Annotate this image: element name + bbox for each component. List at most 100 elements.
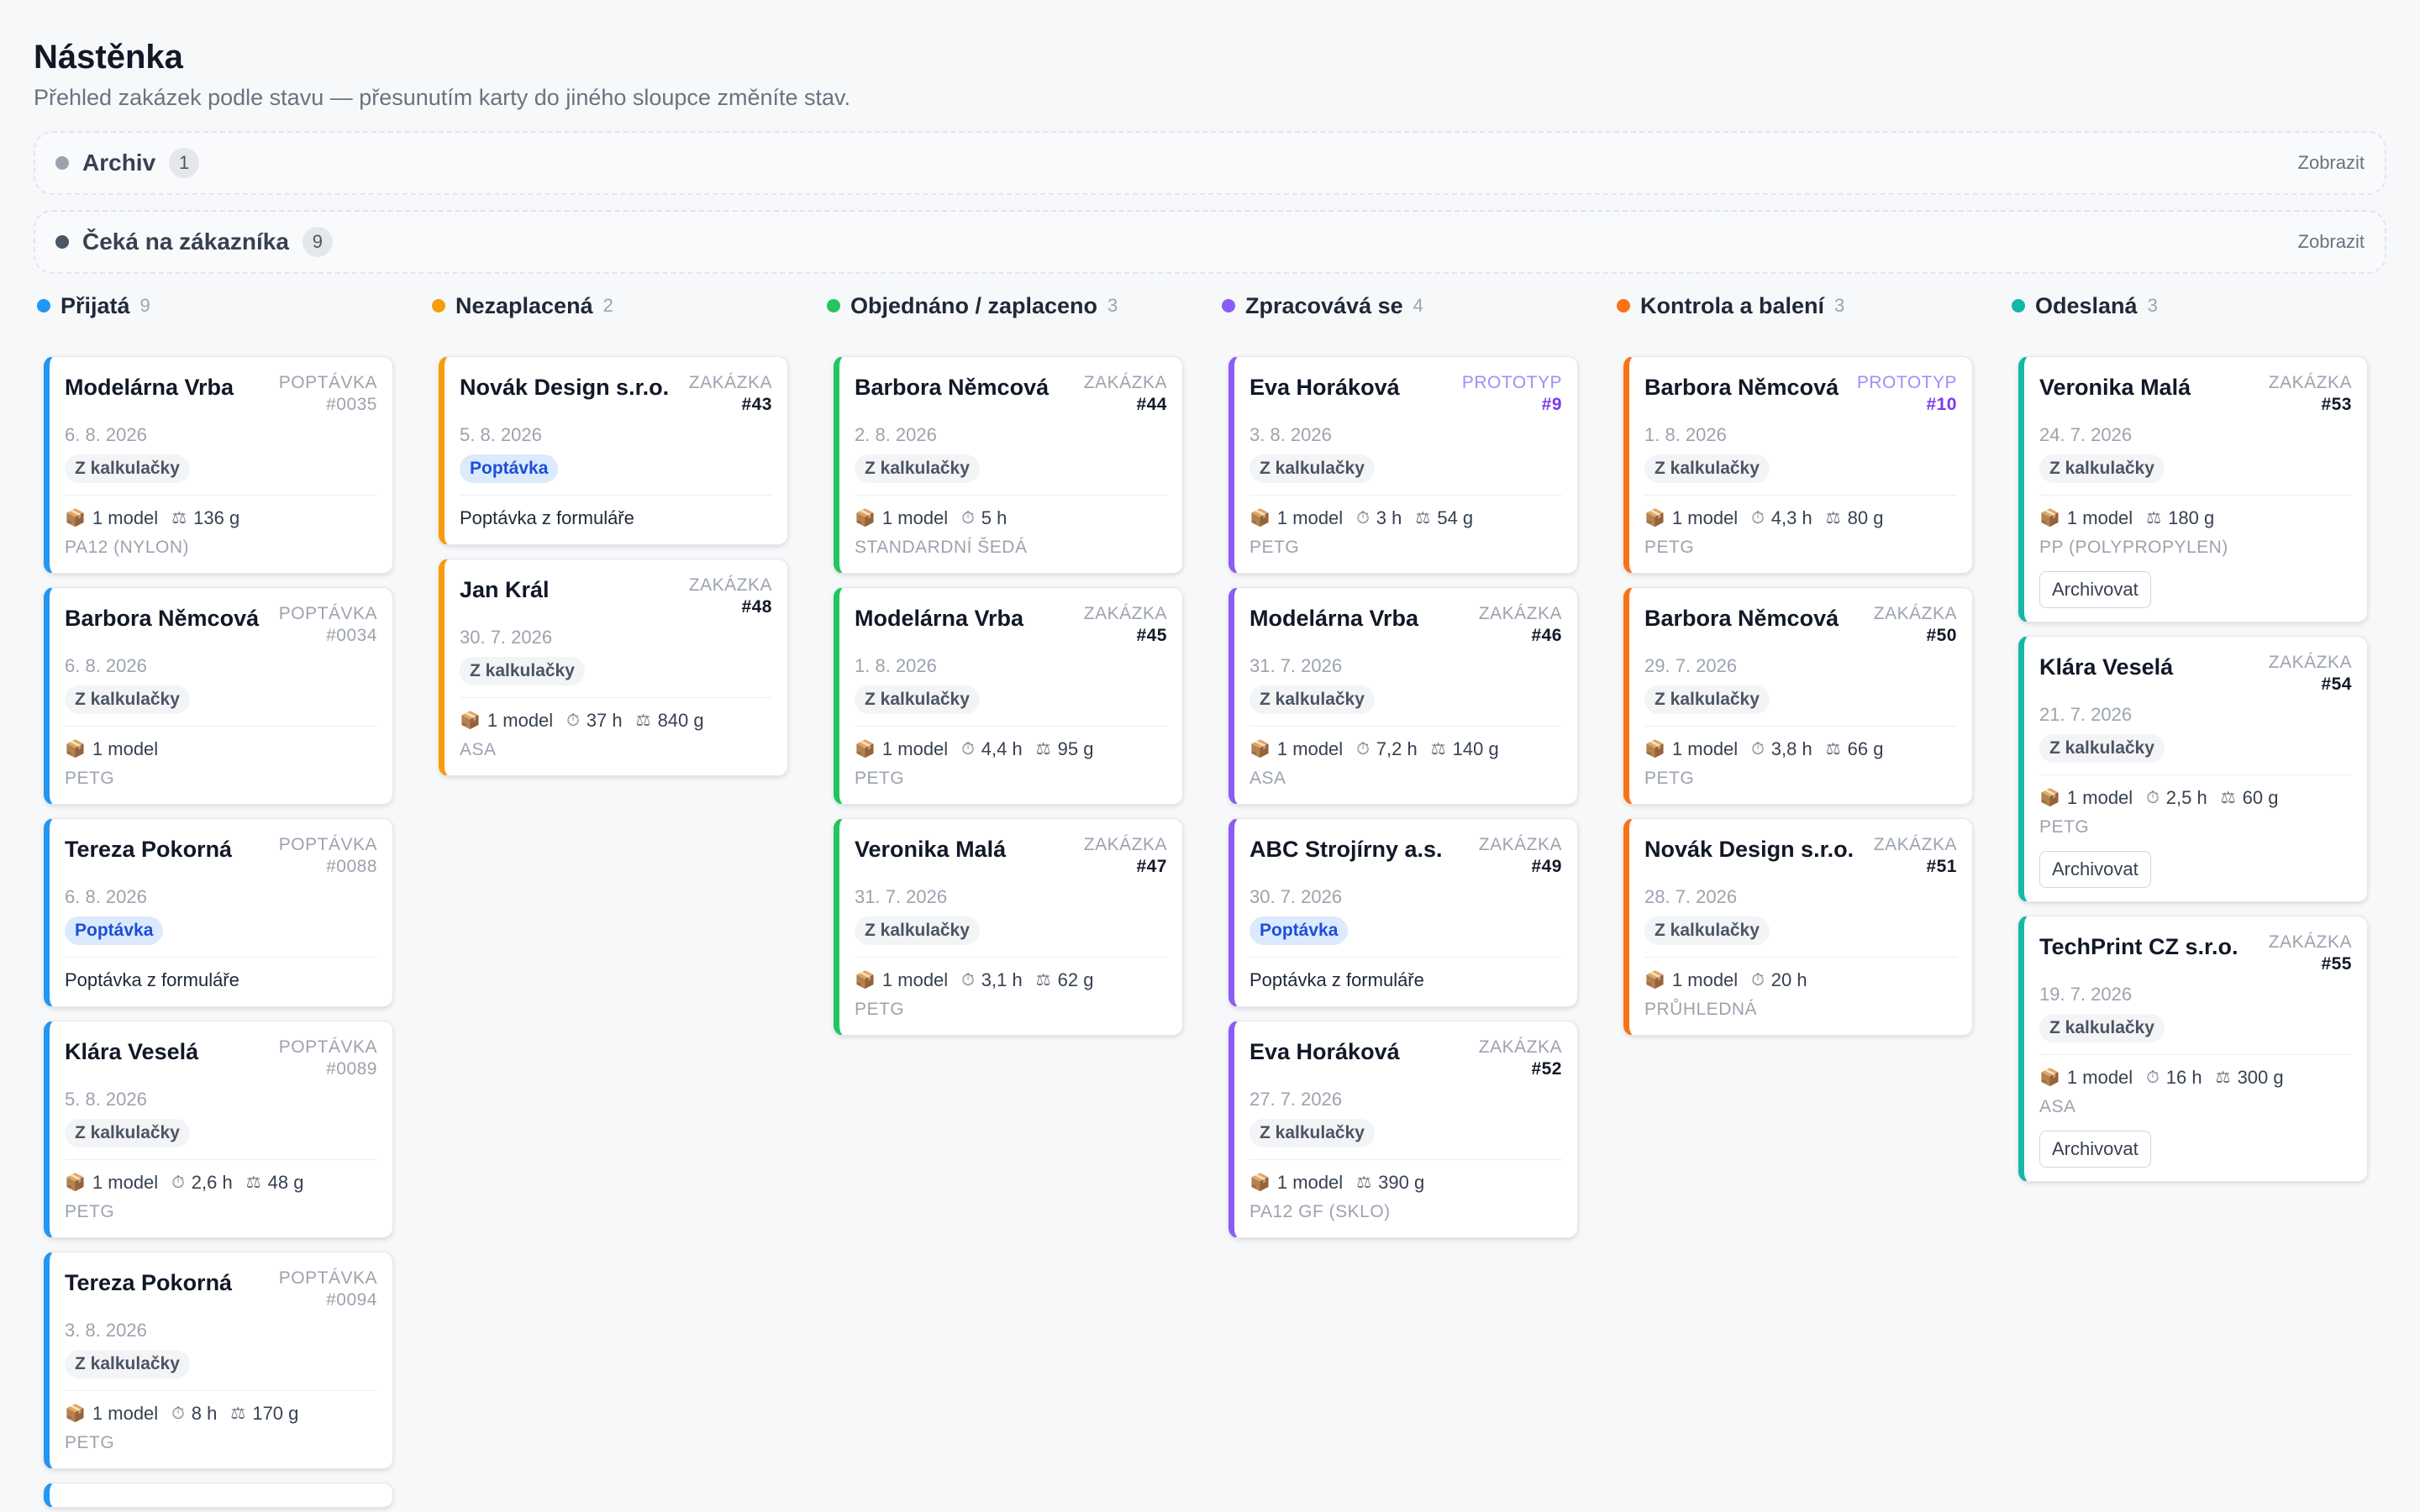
card-header: Barbora Němcová POPTÁVKA #0034 — [65, 603, 377, 647]
material-weight: ⚖ 140 g — [1431, 737, 1499, 762]
material-name: PETG — [65, 1433, 115, 1452]
source-badge: Z kalkulačky — [65, 1350, 190, 1378]
material-name: PETG — [1644, 538, 1695, 557]
order-card[interactable]: ABC Strojírny a.s. ZAKÁZKA #49 30. 7. 2026 P… — [1228, 818, 1578, 1007]
order-date: 5. 8. 2026 — [460, 424, 542, 445]
card-list: Veronika Malá ZAKÁZKA #53 24. 7. 2026 Z kalk… — [2008, 356, 2378, 1182]
order-card[interactable]: Barbora Němcová ZAKÁZKA #44 2. 8. 2026 Z kal… — [834, 356, 1183, 574]
scale-icon: ⚖ — [1035, 971, 1051, 990]
card-header: Barbora Němcová PROTOTYP #10 — [1644, 372, 1957, 416]
order-card[interactable]: TechPrint CZ s.r.o. ZAKÁZKA #55 19. 7. 2026… — [2018, 916, 2368, 1182]
order-card[interactable]: Modelárna Vrba ZAKÁZKA #45 1. 8. 2026 Z kalk… — [834, 587, 1183, 805]
order-kind: PROTOTYP #10 — [1857, 372, 1957, 416]
page-title: Nástěnka — [34, 39, 183, 76]
package-icon: 📦 — [2039, 789, 2060, 807]
order-date: 3. 8. 2026 — [1249, 424, 1332, 445]
order-card[interactable] — [44, 1483, 393, 1508]
model-count-value: 1 model — [2066, 1067, 2133, 1088]
material-weight: ⚖ 80 g — [1826, 506, 1884, 531]
order-card[interactable]: Veronika Malá ZAKÁZKA #47 31. 7. 2026 Z kalk… — [834, 818, 1183, 1036]
stopwatch-icon: ⏱ — [1751, 740, 1765, 759]
order-number: #46 — [1531, 626, 1562, 645]
source-badge: Z kalkulačky — [1644, 685, 1770, 714]
order-kind: ZAKÁZKA #53 — [2269, 372, 2352, 416]
stopwatch-icon: ⏱ — [566, 711, 580, 730]
order-metrics: 📦 1 model ⏱ 37 h ⚖ 840 g — [460, 708, 772, 733]
model-count: 📦 1 model — [2039, 1065, 2133, 1090]
print-time: ⏱ 20 h — [1751, 968, 1807, 993]
order-note: Poptávka z formuláře — [460, 507, 634, 528]
status-dot — [432, 299, 445, 312]
order-type-label: ZAKÁZKA — [1083, 835, 1167, 854]
customer-name: Novák Design s.r.o. — [1644, 837, 1854, 862]
status-dot — [1617, 299, 1630, 312]
model-count-value: 1 model — [92, 1172, 159, 1193]
order-card[interactable]: Barbora Němcová POPTÁVKA #0034 6. 8. 2026 Z … — [44, 587, 393, 805]
package-icon: 📦 — [65, 1173, 86, 1192]
order-number: #0035 — [326, 395, 377, 414]
column-title: Přijatá — [60, 292, 130, 318]
material-name: ASA — [2039, 1097, 2076, 1116]
card-header: Klára Veselá POPTÁVKA #0089 — [65, 1037, 377, 1080]
scale-icon: ⚖ — [1825, 740, 1841, 759]
order-number: #0034 — [326, 626, 377, 645]
order-card[interactable]: Modelárna Vrba ZAKÁZKA #46 31. 7. 2026 Z kal… — [1228, 587, 1578, 805]
order-type-label: POPTÁVKA — [278, 604, 377, 623]
order-number: #0094 — [326, 1290, 377, 1310]
collapsed-group[interactable]: Archiv 1 Zobrazit — [34, 131, 2386, 195]
archive-button[interactable]: Archivovat — [2039, 851, 2151, 888]
order-card[interactable]: Barbora Němcová PROTOTYP #10 1. 8. 2026 Z ka… — [1623, 356, 1973, 574]
order-card[interactable]: Veronika Malá ZAKÁZKA #53 24. 7. 2026 Z kalk… — [2018, 356, 2368, 622]
order-card[interactable]: Tereza Pokorná POPTÁVKA #0094 3. 8. 2026 Z k… — [44, 1252, 393, 1469]
show-group-button[interactable]: Zobrazit — [2297, 152, 2365, 173]
order-type-label: ZAKÁZKA — [1478, 1037, 1562, 1057]
order-date: 29. 7. 2026 — [1644, 655, 1738, 676]
package-icon: 📦 — [1249, 740, 1270, 759]
archive-button[interactable]: Archivovat — [2039, 1131, 2151, 1168]
order-metrics: 📦 1 model ⏱ 3 h ⚖ 54 g — [1249, 506, 1562, 531]
order-kind: POPTÁVKA #0034 — [279, 603, 377, 647]
source-badge: Z kalkulačky — [460, 657, 585, 685]
order-date: 6. 8. 2026 — [65, 886, 147, 907]
order-card[interactable]: Novák Design s.r.o. ZAKÁZKA #51 28. 7. 2026… — [1623, 818, 1973, 1036]
kanban-column: Objednáno / zaplaceno 3 Barbora Němcová ZAK… — [823, 289, 1193, 1512]
order-kind: ZAKÁZKA #52 — [1479, 1037, 1562, 1080]
order-number: #45 — [1136, 626, 1167, 645]
column-header: Kontrola a balení 3 — [1613, 289, 1983, 323]
order-kind: POPTÁVKA #0088 — [279, 834, 377, 878]
order-metrics: 📦 1 model ⏱ 16 h ⚖ 300 g — [2039, 1065, 2352, 1090]
order-card[interactable]: Jan Král ZAKÁZKA #48 30. 7. 2026 Z kalkulačk… — [439, 559, 788, 776]
order-card[interactable]: Klára Veselá ZAKÁZKA #54 21. 7. 2026 Z kalku… — [2018, 636, 2368, 902]
material-weight: ⚖ 180 g — [2146, 506, 2214, 531]
order-card[interactable]: Eva Horáková ZAKÁZKA #52 27. 7. 2026 Z kalku… — [1228, 1021, 1578, 1238]
collapsed-group[interactable]: Čeká na zákazníka 9 Zobrazit — [34, 210, 2386, 274]
divider — [65, 1159, 377, 1160]
model-count-value: 1 model — [92, 507, 159, 528]
order-card[interactable]: Tereza Pokorná POPTÁVKA #0088 6. 8. 2026 Pop… — [44, 818, 393, 1007]
material-weight: ⚖ 60 g — [2221, 785, 2279, 811]
customer-name: Barbora Němcová — [65, 606, 260, 631]
stopwatch-icon: ⏱ — [171, 1173, 185, 1192]
scale-icon: ⚖ — [1035, 740, 1051, 759]
order-card[interactable]: Novák Design s.r.o. ZAKÁZKA #43 5. 8. 2026 P… — [439, 356, 788, 545]
column-header: Přijatá 9 — [34, 289, 403, 323]
group-count-badge: 9 — [302, 227, 333, 257]
order-date: 30. 7. 2026 — [460, 627, 553, 648]
order-card[interactable]: Eva Horáková PROTOTYP #9 3. 8. 2026 Z kalkul… — [1228, 356, 1578, 574]
model-count: 📦 1 model — [1249, 1170, 1343, 1195]
archive-button[interactable]: Archivovat — [2039, 571, 2151, 608]
column-count: 4 — [1413, 295, 1423, 316]
order-metrics: 📦 1 model ⏱ 5 h — [855, 506, 1167, 531]
order-date: 6. 8. 2026 — [65, 655, 147, 676]
show-group-button[interactable]: Zobrazit — [2297, 231, 2365, 252]
order-card[interactable]: Barbora Němcová ZAKÁZKA #50 29. 7. 2026 Z ka… — [1623, 587, 1973, 805]
print-time: ⏱ 3 h — [1356, 506, 1402, 531]
print-time-value: 3 h — [1376, 507, 1402, 528]
status-dot — [827, 299, 840, 312]
scale-icon: ⚖ — [1356, 1173, 1372, 1192]
material-weight-value: 840 g — [657, 710, 704, 731]
order-card[interactable]: Modelárna Vrba POPTÁVKA #0035 6. 8. 2026 Z k… — [44, 356, 393, 574]
customer-name: Eva Horáková — [1249, 375, 1400, 400]
order-card[interactable]: Klára Veselá POPTÁVKA #0089 5. 8. 2026 Z kal… — [44, 1021, 393, 1238]
divider — [2039, 1054, 2352, 1055]
